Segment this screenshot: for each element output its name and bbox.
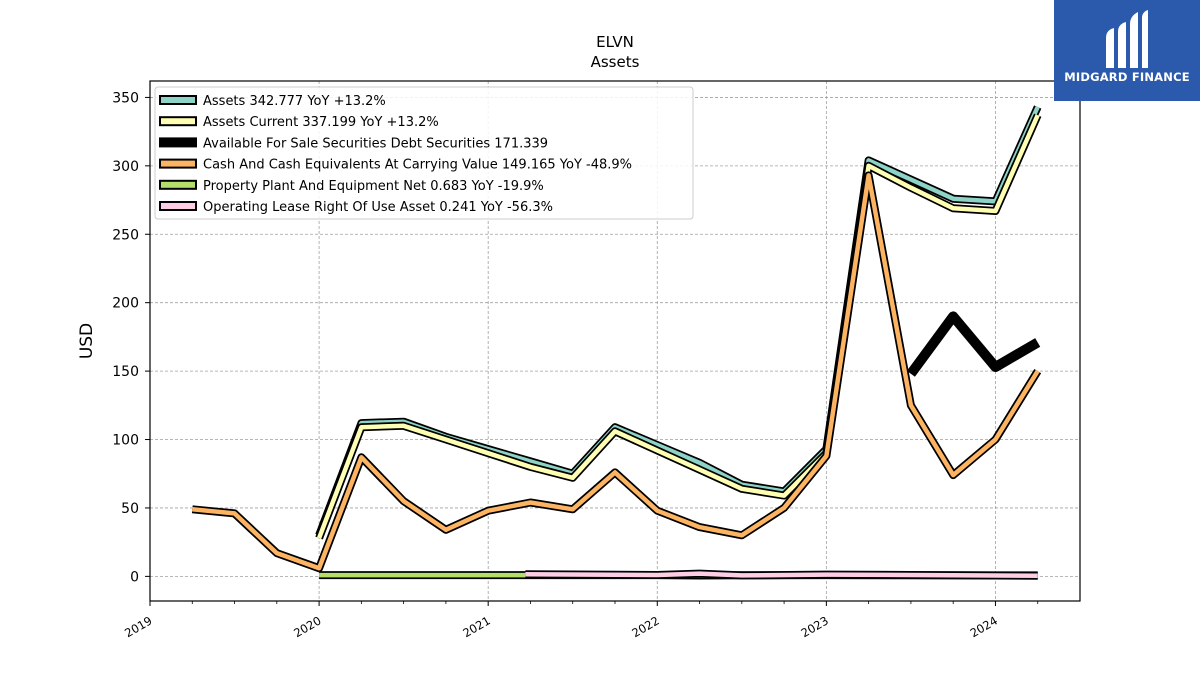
series-line-5: [525, 571, 1038, 578]
legend-label: Available For Sale Securities Debt Secur…: [203, 136, 548, 151]
legend-swatch: [159, 201, 197, 211]
logo: MIDGARD FINANCE: [1054, 0, 1200, 101]
y-tick-label: 50: [121, 501, 139, 517]
midgard-logo-icon: [1106, 10, 1148, 68]
series-line-2: [906, 311, 1041, 377]
logo-text: MIDGARD FINANCE: [1064, 70, 1190, 84]
chart-title: ELVN: [596, 33, 634, 51]
y-tick-label: 250: [112, 227, 139, 243]
legend-label: Operating Lease Right Of Use Asset 0.241…: [203, 200, 553, 215]
series-layer: [191, 105, 1042, 580]
x-tick-label: 2024: [968, 613, 1000, 640]
x-tick-label: 2020: [291, 613, 323, 640]
y-tick-label: 200: [112, 296, 139, 312]
y-tick-label: 150: [112, 364, 139, 380]
legend-swatch: [159, 179, 197, 190]
y-tick-label: 300: [112, 159, 139, 175]
y-tick-label: 0: [130, 569, 139, 585]
x-tick-label: 2023: [799, 613, 831, 640]
legend-label: Property Plant And Equipment Net 0.683 Y…: [203, 179, 544, 194]
series-line-3: [192, 173, 1040, 571]
x-tick-label: 2022: [629, 613, 661, 640]
legend-label: Cash And Cash Equivalents At Carrying Va…: [203, 158, 632, 173]
legend-box: [154, 86, 694, 220]
y-axis-label: USD: [77, 323, 97, 359]
legend-swatch: [159, 137, 197, 148]
legend-swatch: [159, 116, 197, 127]
legend-swatch: [159, 95, 197, 105]
legend-swatch: [159, 158, 197, 169]
legend-label: Assets Current 337.199 YoY +13.2%: [203, 115, 439, 130]
legend: Assets 342.777 YoY +13.2% Assets Current …: [154, 86, 694, 220]
x-tick-label: 2021: [460, 613, 492, 640]
chart-subtitle: Assets: [591, 53, 640, 71]
x-tick-label: 2019: [122, 613, 154, 640]
series-line-1: [316, 114, 1040, 539]
legend-label: Assets 342.777 YoY +13.2%: [203, 94, 386, 109]
y-tick-label: 100: [112, 433, 139, 449]
y-tick-label: 350: [112, 90, 139, 106]
